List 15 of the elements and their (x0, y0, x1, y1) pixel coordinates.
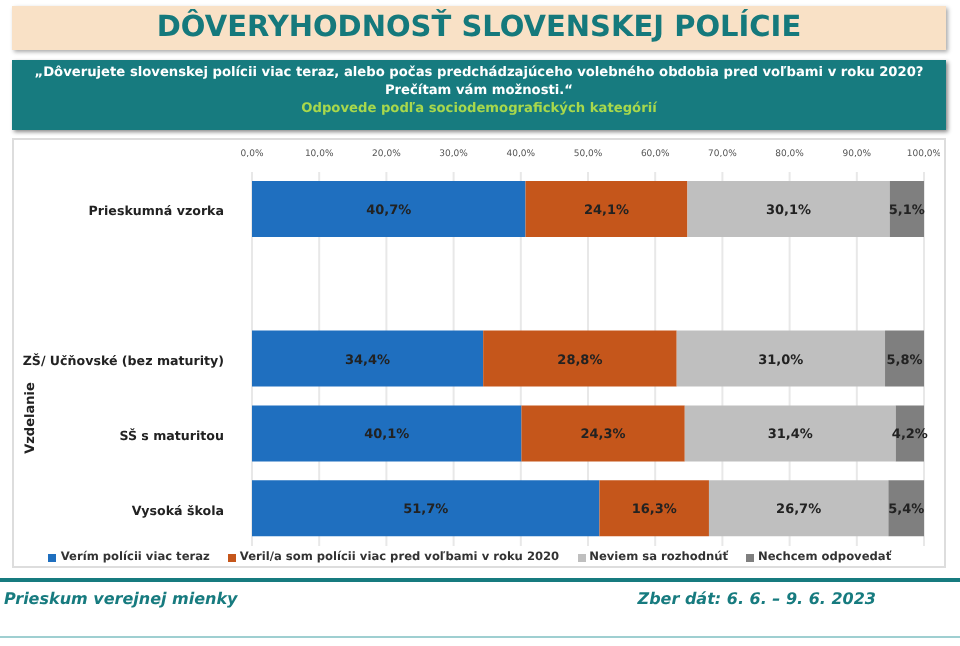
chart-title: DÔVERYHODNOSŤ SLOVENSKEJ POLÍCIE (156, 12, 802, 44)
text: Prieskum verejnej mienky (4, 590, 238, 608)
bar (252, 330, 484, 387)
bar (252, 480, 600, 537)
bar (483, 330, 677, 387)
bar (599, 480, 709, 537)
bar (252, 405, 522, 462)
bar (252, 180, 526, 237)
text: Zber dát: 6. 6. – 9. 6. 2023 (637, 590, 876, 608)
bar (521, 405, 685, 462)
bar (684, 405, 896, 462)
bar (708, 480, 889, 537)
bar (687, 180, 890, 237)
bar (525, 180, 688, 237)
bar (676, 330, 886, 387)
